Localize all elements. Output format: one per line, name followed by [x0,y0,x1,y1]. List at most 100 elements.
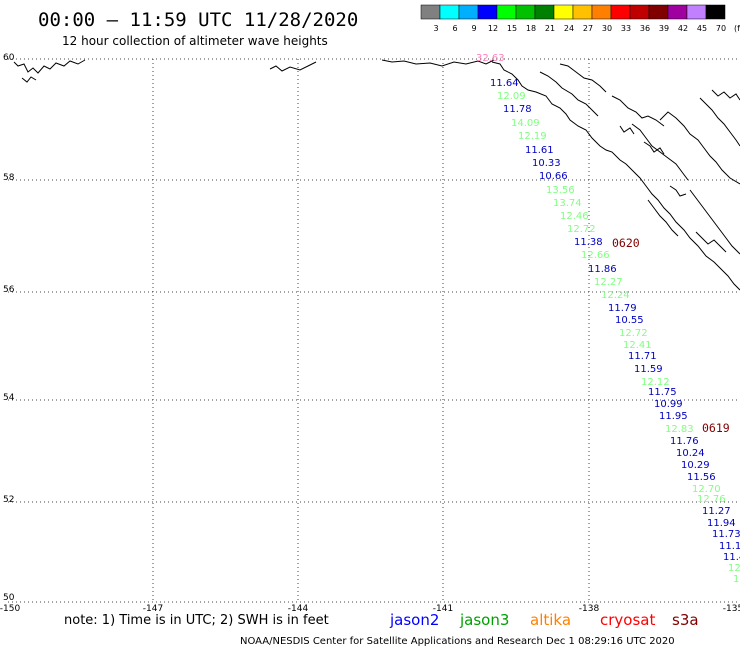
lon-tick-label: -150 [0,604,20,614]
satellite-legend-cryosat: cryosat [600,611,655,629]
map-frame [8,59,740,602]
observation-jason2: 11.4 [723,552,740,563]
scale-label: 30 [602,24,612,33]
observation-jason3: 12.09 [497,91,526,102]
lon-tick-label: -147 [143,604,163,614]
observation-jason2: 11.76 [670,436,699,447]
observation-jason3: 12.12 [641,377,670,388]
scale-swatch [496,4,517,20]
coastline [13,59,740,291]
observation-jason3: 12.66 [581,250,610,261]
scale-label: 27 [583,24,593,33]
observation-jason2: 11.71 [628,351,657,362]
scale-label: 9 [471,24,476,33]
scale-swatch [705,4,726,20]
lat-tick-label: 58 [3,173,15,183]
observation-jason3: 12.76 [697,494,726,505]
observation-jason3: 14.09 [511,118,540,129]
observation-jason2: 11.75 [648,387,677,398]
lon-tick-label: -138 [579,604,600,614]
observation-jason2: 11.86 [588,264,617,275]
scale-swatch [439,4,460,20]
lat-tick-label: 50 [3,593,15,603]
scale-label: 36 [640,24,650,33]
scale-label: 15 [507,24,517,33]
observation-jason3: 12.70 [692,484,721,495]
observation-jason3: 12.24 [601,290,630,301]
observation-jason3: 13.74 [553,198,582,209]
observation-jason2: 10.29 [681,460,710,471]
observation-jason2: 11.64 [490,78,519,89]
observation-jason2: 11.94 [707,518,736,529]
scale-label: 21 [545,24,555,33]
scale-label: 33 [621,24,631,33]
observation-jason3: 12.41 [623,340,652,351]
scale-label: 45 [697,24,707,33]
observation-jason2: 10.55 [615,315,644,326]
scale-label: 3 [433,24,438,33]
lon-tick-label: -144 [288,604,309,614]
satellite-legend-jason2: jason2 [389,611,439,629]
satellite-legend-s3a: s3a [672,611,699,629]
scale-label: 18 [526,24,536,33]
lat-tick-label: 56 [3,285,15,295]
axis-tick-labels: -150 -147 -144 -141 -138 -135 60 58 56 54 52 50 [0,53,740,614]
observation-jason2: 10.33 [532,158,561,169]
scale-swatch [572,4,593,20]
pass-label: 0620 [612,236,640,250]
scale-swatch [610,4,631,20]
scale-swatch [515,4,536,20]
scale-swatch [534,4,555,20]
observation-jason3: 12.27 [594,277,623,288]
observation-jason3: 12.72 [619,328,648,339]
scale-label: 42 [678,24,688,33]
lat-lon-grid [8,58,740,603]
scale-swatch [648,4,669,20]
scale-swatch [477,4,498,20]
footer-note: note: 1) Time is in UTC; 2) SWH is in fe… [64,613,329,628]
observation-jason2: 11.79 [608,303,637,314]
observation-jason3: 12 [728,563,740,574]
observation-jason2: 11.61 [525,145,554,156]
scale-label: (ft) [734,24,740,33]
observation-jason3: 13.56 [546,185,575,196]
pass-label: 0619 [702,421,730,435]
observation-jason2: 11.38 [574,237,603,248]
observation-jason2: 10.24 [676,448,705,459]
scale-swatch [420,4,441,20]
scale-swatch [591,4,612,20]
observation-jason2: 11.59 [634,364,663,375]
lat-tick-label: 54 [3,393,15,403]
observation-jason2: 10.66 [539,171,568,182]
scale-label: 6 [452,24,457,33]
map-title: 00:00 – 11:59 UTC 11/28/2020 [38,9,358,31]
scale-label: 24 [564,24,574,33]
scale-swatch [686,4,707,20]
observation-jason2: 11.95 [659,411,688,422]
scale-swatch [629,4,650,20]
observation-jason2: 11.1 [719,541,740,552]
scale-label: 70 [716,24,726,33]
observation-jason3: 12.83 [665,424,694,435]
observation-jason3: 12.46 [560,211,589,222]
observation-jason2: 11.73 [712,529,740,540]
lon-tick-label: -135 [723,604,740,614]
lat-tick-label: 52 [3,495,14,505]
observation-jason2: 11.27 [702,506,731,517]
observation-jason2: 10.99 [654,399,683,410]
observation-jason3: 12 [733,574,740,585]
lat-tick-label: 60 [3,53,15,63]
pass-labels: 0620 0619 [612,236,730,435]
observation-jason3: 12.19 [518,131,547,142]
satellite-legend-altika: altika [530,611,571,629]
satellite-legend-jason3: jason3 [459,611,509,629]
observation-jason3: 12.72 [567,224,596,235]
map-subtitle: 12 hour collection of altimeter wave hei… [62,34,328,48]
scale-label: 12 [488,24,498,33]
scale-swatch [667,4,688,20]
observation-jason2: 11.56 [687,472,716,483]
scale-swatch [458,4,479,20]
scale-label: 39 [659,24,669,33]
